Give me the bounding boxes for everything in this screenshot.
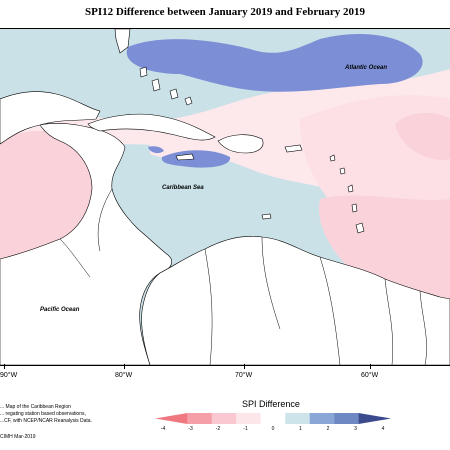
border-1 <box>59 238 91 278</box>
legend-tick-label: -1 <box>243 426 248 432</box>
land-bahamas-2 <box>151 78 161 92</box>
legend-swatch <box>236 413 261 424</box>
landmasses <box>0 29 450 365</box>
land-south-america <box>141 236 450 365</box>
land-puerto-rico <box>284 144 303 153</box>
legend-tick-label: -2 <box>215 426 221 432</box>
legend-swatch <box>309 413 335 424</box>
lon-tick-60 <box>370 364 371 369</box>
land-abc-islands <box>261 213 272 220</box>
pacific-ocean-label: Pacific Ocean <box>40 307 80 313</box>
field-southeast-negative <box>319 195 450 309</box>
border-6 <box>384 278 393 365</box>
lon-tick-80 <box>124 364 125 369</box>
border-2 <box>97 188 113 252</box>
map-title: SPI12 Difference between January 2019 an… <box>85 6 365 18</box>
legend-tick-label: 4 <box>381 426 385 432</box>
land-florida <box>114 29 131 54</box>
land-gulf-coast <box>0 91 101 145</box>
note-line-1: ... Map of the Caribbean Region <box>0 404 71 410</box>
note-line-3: ...CF, with NCEP/NCAR Reanalysis Data. <box>0 418 92 424</box>
land-jamaica <box>175 153 195 161</box>
legend-swatch <box>187 413 212 424</box>
caribbean-sea-label: Caribbean Sea <box>162 185 204 191</box>
legend-swatch <box>285 413 310 424</box>
field-cayman-positive <box>148 146 164 154</box>
border-4 <box>261 236 281 330</box>
legend-tick-label: -3 <box>188 426 193 432</box>
atlantic-ocean-label: Atlantic Ocean <box>345 65 388 71</box>
land-antilles-3 <box>347 184 354 193</box>
land-bahamas-4 <box>184 96 193 106</box>
lon-tick-90 <box>4 364 5 369</box>
land-hispaniola <box>217 134 264 154</box>
legend-swatch <box>334 413 359 424</box>
credit-note: CIMH Mar-2019 <box>0 434 36 440</box>
lon-label-70w: 70°W <box>235 372 253 379</box>
field-north-strong-positive <box>126 34 423 92</box>
lon-label-90w: 90°W <box>0 372 18 379</box>
land-antilles-4 <box>351 203 358 213</box>
legend-title: SPI Difference <box>242 399 300 409</box>
legend-tick-label: 2 <box>326 426 330 432</box>
legend-swatch <box>211 413 237 424</box>
map-area: Atlantic Ocean Caribbean Sea Pacific Oce… <box>0 28 450 366</box>
border-3 <box>204 248 213 365</box>
field-east-negative-strong <box>395 112 450 160</box>
land-trinidad <box>355 222 365 234</box>
lon-tick-70 <box>244 364 245 369</box>
legend-tick-label: -4 <box>160 426 166 432</box>
legend-swatch <box>155 413 188 424</box>
spi-difference-map <box>0 29 450 365</box>
legend-swatch <box>358 413 391 424</box>
lon-label-60w: 60°W <box>361 372 379 379</box>
legend-tick-label: 1 <box>299 426 302 432</box>
land-antilles-1 <box>329 154 336 162</box>
border-7 <box>419 290 427 365</box>
note-line-2: ... regating station based observations, <box>0 411 86 417</box>
land-central-america <box>0 123 173 365</box>
land-bahamas-3 <box>169 88 179 100</box>
legend-swatch <box>260 413 286 424</box>
field-jamaica-strong-positive <box>161 150 231 168</box>
land-bahamas-1 <box>139 66 148 78</box>
land-cuba <box>87 113 216 141</box>
legend-colorbar <box>155 413 391 424</box>
lon-label-80w: 80°W <box>115 372 133 379</box>
legend-tick-label: 0 <box>271 426 275 432</box>
legend-tick-label: 3 <box>354 426 357 432</box>
land-antilles-2 <box>339 167 346 175</box>
border-5 <box>319 256 341 365</box>
borders <box>59 188 427 365</box>
